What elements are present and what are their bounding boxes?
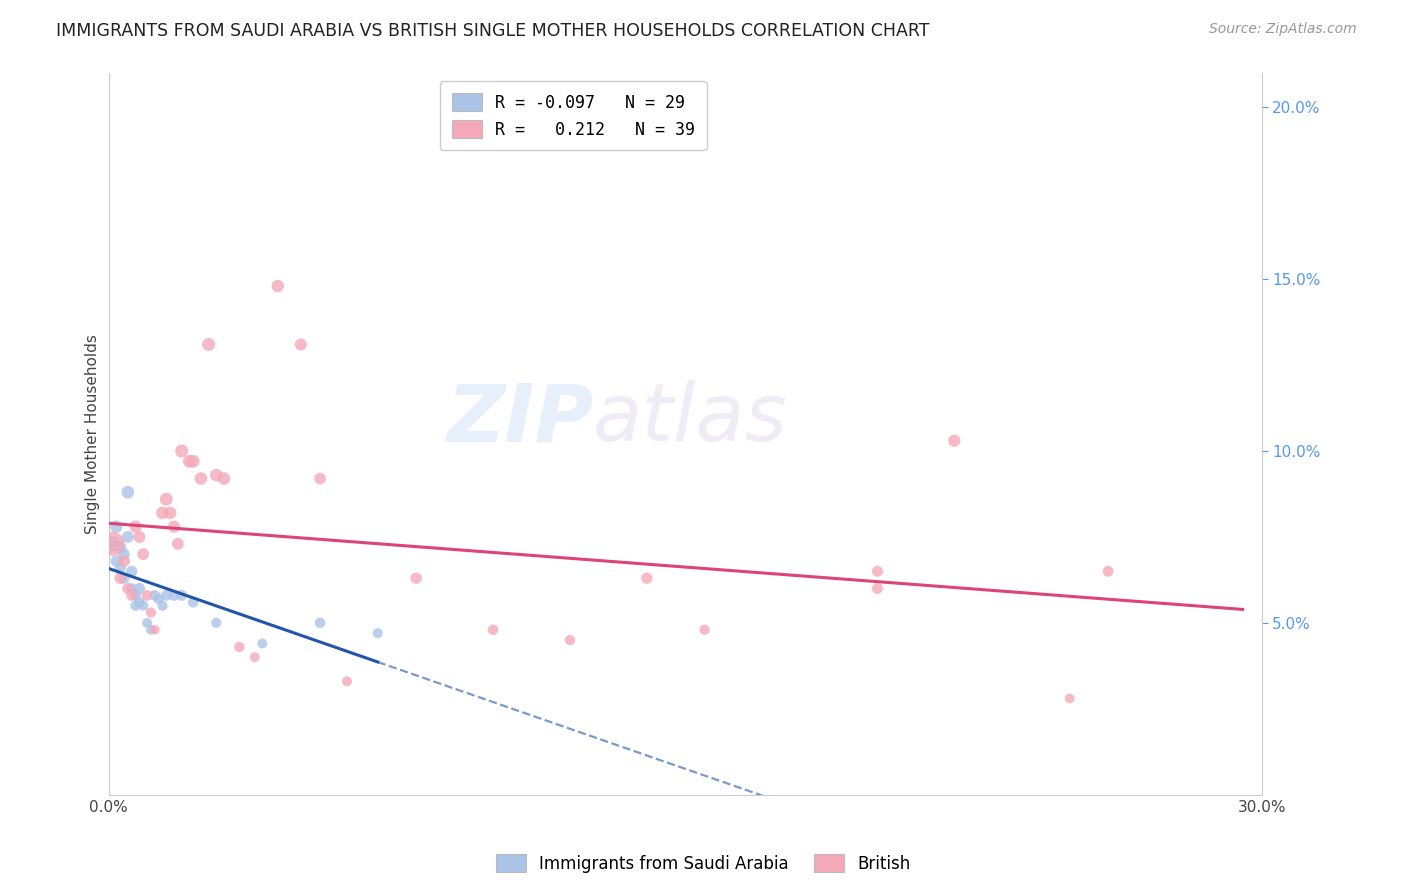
Point (121, 582, 143, 596)
Point (128, 530, 150, 544)
Point (136, 615, 159, 630)
Point (121, 564, 143, 578)
Point (482, 623, 505, 637)
Point (124, 599, 146, 613)
Point (105, 519, 128, 533)
Point (139, 623, 162, 637)
Point (181, 454, 204, 468)
Point (267, 279, 290, 293)
Point (866, 564, 889, 578)
Point (243, 650, 266, 665)
Point (309, 615, 332, 630)
Point (367, 626, 389, 640)
Point (170, 588, 193, 602)
Point (159, 506, 181, 520)
Point (190, 471, 212, 485)
Point (1097, 564, 1119, 578)
Point (205, 615, 228, 630)
Point (693, 623, 716, 637)
Point (170, 444, 193, 458)
Point (128, 582, 150, 596)
Text: atlas: atlas (593, 380, 787, 458)
Point (143, 588, 166, 602)
Point (336, 674, 359, 689)
Point (197, 337, 219, 351)
Point (636, 571, 658, 585)
Point (117, 485, 139, 500)
Point (405, 571, 427, 585)
Point (290, 337, 312, 351)
Point (309, 471, 332, 485)
Point (163, 588, 186, 602)
Point (558, 633, 581, 648)
Point (101, 537, 124, 551)
Point (124, 588, 146, 602)
Y-axis label: Single Mother Households: Single Mother Households (86, 334, 100, 533)
Point (166, 537, 188, 551)
Point (143, 623, 166, 637)
Point (112, 554, 135, 568)
Point (152, 506, 174, 520)
Point (124, 519, 146, 533)
Point (121, 588, 143, 602)
Legend: R = -0.097   N = 29, R =   0.212   N = 39: R = -0.097 N = 29, R = 0.212 N = 39 (440, 81, 707, 151)
Point (136, 588, 159, 602)
Point (866, 582, 889, 596)
Point (155, 492, 177, 507)
Point (132, 547, 155, 561)
Text: ZIP: ZIP (446, 380, 593, 458)
Point (228, 640, 250, 654)
Text: IMMIGRANTS FROM SAUDI ARABIA VS BRITISH SINGLE MOTHER HOUSEHOLDS CORRELATION CHA: IMMIGRANTS FROM SAUDI ARABIA VS BRITISH … (56, 22, 929, 40)
Point (148, 591, 170, 606)
Point (105, 554, 128, 568)
Point (943, 434, 966, 448)
Point (139, 606, 162, 620)
Point (205, 468, 228, 483)
Point (212, 471, 235, 485)
Point (252, 636, 274, 650)
Legend: Immigrants from Saudi Arabia, British: Immigrants from Saudi Arabia, British (489, 847, 917, 880)
Point (117, 582, 139, 596)
Point (108, 561, 131, 575)
Point (128, 595, 150, 609)
Point (155, 588, 177, 602)
Point (1059, 691, 1081, 706)
Point (179, 454, 201, 468)
Point (132, 599, 155, 613)
Point (108, 571, 131, 585)
Text: Source: ZipAtlas.com: Source: ZipAtlas.com (1209, 22, 1357, 37)
Point (101, 537, 124, 551)
Point (181, 595, 204, 609)
Point (152, 599, 174, 613)
Point (117, 530, 139, 544)
Point (108, 541, 131, 555)
Point (112, 571, 135, 585)
Point (112, 547, 135, 561)
Point (163, 519, 186, 533)
